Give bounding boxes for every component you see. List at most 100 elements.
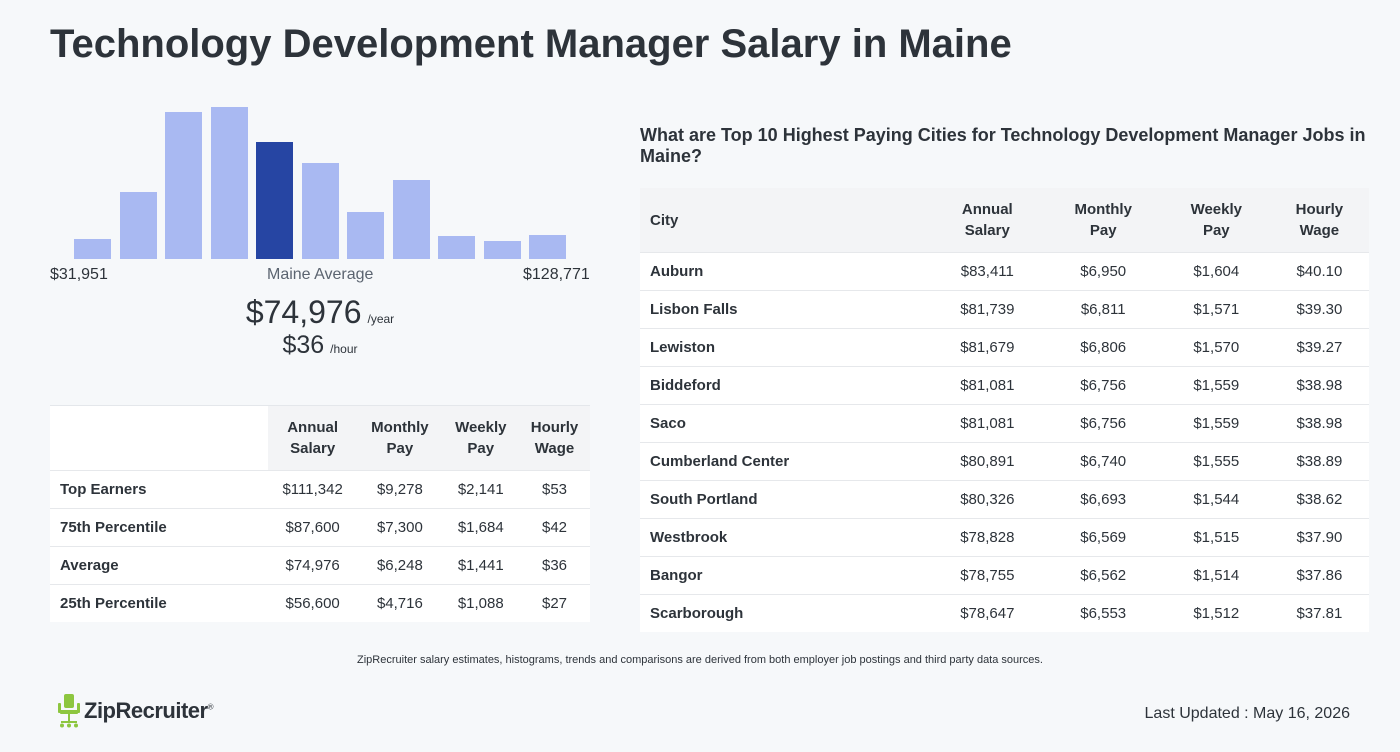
annual-salary-cell: $80,891 — [931, 442, 1044, 481]
monthly-pay-cell: $4,716 — [357, 584, 443, 622]
weekly-pay-cell: $1,559 — [1162, 366, 1270, 405]
table-row: Westbrook $78,828 $6,569 $1,515 $37.90 — [640, 518, 1369, 557]
annual-salary-cell: $87,600 — [268, 508, 358, 547]
annual-salary-cell: $81,739 — [931, 290, 1044, 329]
annual-salary-cell: $81,081 — [931, 366, 1044, 405]
city-name: South Portland — [640, 480, 931, 519]
cities-table: City Annual Salary Monthly Pay Weekly Pay H… — [640, 188, 1369, 632]
table-row: Biddeford $81,081 $6,756 $1,559 $38.98 — [640, 366, 1369, 405]
percentile-table: Annual Salary Monthly Pay Weekly Pay Hourly… — [50, 405, 590, 622]
weekly-pay-cell: $2,141 — [442, 470, 520, 509]
hourly-wage-cell: $38.98 — [1269, 366, 1369, 405]
table-row: Top Earners $111,342 $9,278 $2,141 $53 — [50, 470, 590, 509]
percentile-table-corner — [50, 405, 268, 471]
hourly-wage-cell: $38.89 — [1269, 442, 1369, 481]
hourly-wage-cell: $39.27 — [1269, 328, 1369, 367]
monthly-pay-cell: $9,278 — [357, 470, 443, 509]
hourly-wage-cell: $37.90 — [1269, 518, 1369, 557]
cities-table-header: City Annual Salary Monthly Pay Weekly Pay H… — [640, 188, 1369, 253]
annual-salary-cell: $83,411 — [931, 252, 1044, 291]
logo-wordmark: ZipRecruiter® — [84, 698, 214, 723]
monthly-pay-cell: $6,811 — [1043, 290, 1163, 329]
city-name: Scarborough — [640, 594, 931, 632]
city-name: Lewiston — [640, 328, 931, 367]
histogram-bar — [256, 142, 293, 259]
row-label: Top Earners — [50, 470, 268, 509]
annual-salary-cell: $78,828 — [931, 518, 1044, 557]
annual-salary-cell: $81,081 — [931, 404, 1044, 443]
annual-salary-summary: $74,976/year — [50, 294, 590, 331]
hourly-wage-unit: /hour — [330, 342, 358, 356]
annual-salary-unit: /year — [367, 312, 395, 326]
weekly-pay-cell: $1,512 — [1162, 594, 1270, 632]
histogram-min-label: $31,951 — [50, 266, 108, 283]
weekly-pay-cell: $1,684 — [442, 508, 520, 547]
weekly-pay-cell: $1,604 — [1162, 252, 1270, 291]
header-city: City — [640, 188, 931, 253]
monthly-pay-cell: $6,756 — [1043, 366, 1163, 405]
table-row: Auburn $83,411 $6,950 $1,604 $40.10 — [640, 252, 1369, 291]
header-monthly-pay: Monthly Pay — [1043, 188, 1163, 253]
weekly-pay-cell: $1,571 — [1162, 290, 1270, 329]
monthly-pay-cell: $6,562 — [1043, 556, 1163, 595]
hourly-wage-cell: $40.10 — [1269, 252, 1369, 291]
salary-histogram — [74, 100, 574, 260]
table-row: Cumberland Center $80,891 $6,740 $1,555 … — [640, 442, 1369, 481]
annual-salary-cell: $81,679 — [931, 328, 1044, 367]
city-name: Biddeford — [640, 366, 931, 405]
hourly-wage-cell: $27 — [519, 584, 590, 622]
city-name: Lisbon Falls — [640, 290, 931, 329]
annual-salary-cell: $74,976 — [268, 546, 358, 585]
hourly-wage-cell: $39.30 — [1269, 290, 1369, 329]
weekly-pay-cell: $1,515 — [1162, 518, 1270, 557]
ziprecruiter-logo[interactable]: ZipRecruiter® — [58, 694, 214, 728]
monthly-pay-cell: $6,740 — [1043, 442, 1163, 481]
histogram-bar — [74, 239, 111, 259]
header-weekly-pay: Weekly Pay — [1162, 188, 1270, 253]
weekly-pay-cell: $1,555 — [1162, 442, 1270, 481]
table-row: Scarborough $78,647 $6,553 $1,512 $37.81 — [640, 594, 1369, 632]
weekly-pay-cell: $1,559 — [1162, 404, 1270, 443]
data-source-disclaimer: ZipRecruiter salary estimates, histogram… — [357, 654, 1043, 666]
monthly-pay-cell: $6,553 — [1043, 594, 1163, 632]
hourly-wage-amount: $36 — [282, 331, 325, 359]
header-annual-salary: Annual Salary — [268, 405, 358, 471]
annual-salary-cell: $56,600 — [268, 584, 358, 622]
histogram-average-label: Maine Average — [267, 266, 374, 283]
header-weekly-pay: Weekly Pay — [442, 405, 520, 471]
weekly-pay-cell: $1,441 — [442, 546, 520, 585]
registered-mark: ® — [207, 702, 214, 712]
hourly-wage-cell: $38.98 — [1269, 404, 1369, 443]
histogram-bar — [438, 236, 475, 259]
city-name: Cumberland Center — [640, 442, 931, 481]
header-annual-salary: Annual Salary — [931, 188, 1044, 253]
row-label: Average — [50, 546, 268, 585]
city-name: Auburn — [640, 252, 931, 291]
monthly-pay-cell: $6,569 — [1043, 518, 1163, 557]
weekly-pay-cell: $1,544 — [1162, 480, 1270, 519]
hourly-wage-cell: $36 — [519, 546, 590, 585]
weekly-pay-cell: $1,088 — [442, 584, 520, 622]
table-row: 25th Percentile $56,600 $4,716 $1,088 $2… — [50, 584, 590, 622]
monthly-pay-cell: $7,300 — [357, 508, 443, 547]
header-monthly-pay: Monthly Pay — [357, 405, 443, 471]
annual-salary-cell: $78,647 — [931, 594, 1044, 632]
monthly-pay-cell: $6,950 — [1043, 252, 1163, 291]
histogram-max-label: $128,771 — [523, 266, 590, 283]
annual-salary-amount: $74,976 — [245, 294, 362, 330]
histogram-bar — [484, 241, 521, 259]
monthly-pay-cell: $6,693 — [1043, 480, 1163, 519]
cities-heading: What are Top 10 Highest Paying Cities fo… — [640, 125, 1366, 166]
city-name: Westbrook — [640, 518, 931, 557]
histogram-bar — [211, 107, 248, 259]
table-row: Bangor $78,755 $6,562 $1,514 $37.86 — [640, 556, 1369, 595]
table-row: 75th Percentile $87,600 $7,300 $1,684 $4… — [50, 508, 590, 547]
hourly-wage-cell: $53 — [519, 470, 590, 509]
annual-salary-cell: $78,755 — [931, 556, 1044, 595]
monthly-pay-cell: $6,806 — [1043, 328, 1163, 367]
city-name: Bangor — [640, 556, 931, 595]
hourly-wage-summary: $36/hour — [50, 331, 590, 360]
table-row: Average $74,976 $6,248 $1,441 $36 — [50, 546, 590, 585]
table-row: Lisbon Falls $81,739 $6,811 $1,571 $39.3… — [640, 290, 1369, 329]
header-hourly-wage: Hourly Wage — [1269, 188, 1369, 253]
